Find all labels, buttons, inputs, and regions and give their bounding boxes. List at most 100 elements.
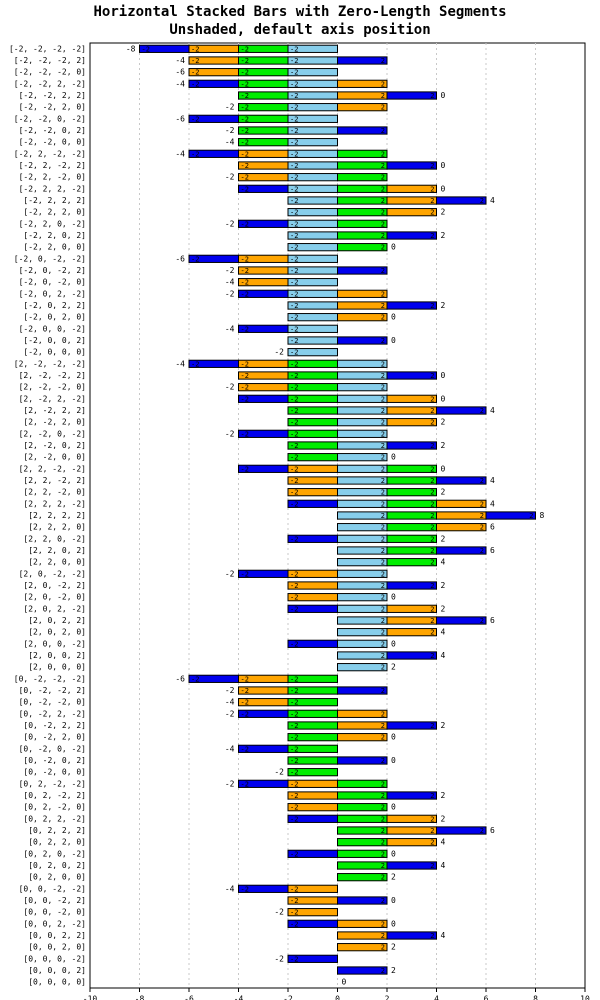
segment-label: 2 [381, 127, 385, 135]
bar-segment [337, 709, 388, 718]
bar-segment [287, 348, 338, 357]
x-tick-label: 8 [533, 995, 538, 1000]
bar-segment [238, 744, 289, 753]
category-label: [0, -2, -2, -2] [14, 674, 86, 683]
total-label: 0 [391, 453, 396, 462]
segment-label: -2 [290, 850, 298, 858]
segment-label: -2 [241, 127, 249, 135]
bar-segment [436, 511, 487, 520]
total-label: 2 [441, 418, 446, 427]
category-label: [-2, 0, 0, 2] [23, 336, 86, 345]
category-label: [-2, -2, 0, 0] [19, 138, 86, 147]
bar-segment [287, 954, 338, 963]
segment-label: 2 [430, 197, 434, 205]
segment-label: 2 [381, 197, 385, 205]
bar-segment [238, 289, 289, 298]
total-label: 0 [391, 756, 396, 765]
bar-segment [337, 919, 388, 928]
total-label: -2 [274, 954, 284, 963]
segment-label: 2 [430, 162, 434, 170]
segment-label: -2 [191, 69, 199, 77]
total-label: 0 [391, 733, 396, 742]
segment-label: -2 [290, 745, 298, 753]
bar-segment [337, 558, 388, 567]
total-label: 2 [441, 208, 446, 217]
category-label: [-2, 2, -2, 2] [19, 161, 86, 170]
bar-segment [337, 313, 388, 322]
segment-label: 2 [381, 897, 385, 905]
segment-label: -2 [290, 594, 298, 602]
x-tick-label: 2 [385, 995, 390, 1000]
segment-label: -2 [290, 804, 298, 812]
bar-segment [386, 581, 437, 590]
bar-segment [337, 243, 388, 252]
category-label: [0, -2, 2, 2] [23, 721, 86, 730]
category-label: [0, 2, 2, 0] [28, 838, 86, 847]
bar-segment [337, 534, 388, 543]
segment-label: 2 [381, 570, 385, 578]
segment-label: 2 [381, 734, 385, 742]
total-label: -2 [225, 429, 235, 438]
bar-segment [139, 44, 190, 53]
segment-label: 2 [480, 617, 484, 625]
bar-segment [287, 814, 338, 823]
segment-label: 2 [381, 430, 385, 438]
bar-segment [337, 184, 388, 193]
bar-segment [436, 406, 487, 415]
bar-segment [337, 453, 388, 462]
segment-label: -2 [290, 290, 298, 298]
segment-label: 2 [381, 465, 385, 473]
bar-segment [337, 394, 388, 403]
segment-label: 2 [430, 582, 434, 590]
total-label: -2 [225, 126, 235, 135]
total-label: -4 [225, 138, 235, 147]
segment-label: -2 [241, 80, 249, 88]
category-label: [-2, 2, 0, 2] [23, 231, 86, 240]
bar-segment [238, 464, 289, 473]
bar-segment [337, 289, 388, 298]
bar-segment [386, 394, 437, 403]
segment-label: 2 [430, 559, 434, 567]
bar-segment [386, 91, 437, 100]
category-label: [2, -2, 0, 0] [23, 453, 86, 462]
bar-segment [436, 616, 487, 625]
segment-label: 2 [381, 547, 385, 555]
total-label: 0 [441, 161, 446, 170]
total-label: 4 [490, 499, 495, 508]
segment-label: -2 [290, 687, 298, 695]
category-label: [-2, -2, 2, -2] [14, 79, 86, 88]
segment-label: -2 [290, 267, 298, 275]
segment-label: 2 [430, 815, 434, 823]
total-label: 4 [441, 931, 446, 940]
category-label: [-2, 0, 2, -2] [19, 289, 86, 298]
total-label: 2 [441, 721, 446, 730]
bar-segment [337, 546, 388, 555]
bar-segment [386, 418, 437, 427]
segment-label: -2 [241, 45, 249, 53]
total-label: 0 [391, 336, 396, 345]
bar-segment [337, 604, 388, 613]
total-label: 0 [391, 243, 396, 252]
bar-segment [287, 476, 338, 485]
segment-label: 2 [381, 804, 385, 812]
segment-label: -2 [241, 104, 249, 112]
category-label: [0, 0, 2, 0] [28, 943, 86, 952]
segment-label: -2 [241, 255, 249, 263]
segment-label: 2 [381, 314, 385, 322]
bar-segment [238, 266, 289, 275]
bar-segment [287, 791, 338, 800]
total-label: 0 [391, 803, 396, 812]
bar-segment [238, 698, 289, 707]
category-label: [2, 2, 0, 0] [28, 558, 86, 567]
category-label: [2, 2, 0, 2] [28, 546, 86, 555]
segment-label: -2 [290, 909, 298, 917]
bar-segment [386, 931, 437, 940]
segment-label: 2 [381, 80, 385, 88]
segment-label: 2 [381, 407, 385, 415]
total-label: 6 [490, 826, 495, 835]
segment-label: 2 [381, 862, 385, 870]
total-label: 4 [441, 861, 446, 870]
segment-label: 2 [430, 547, 434, 555]
segment-label: 2 [381, 162, 385, 170]
